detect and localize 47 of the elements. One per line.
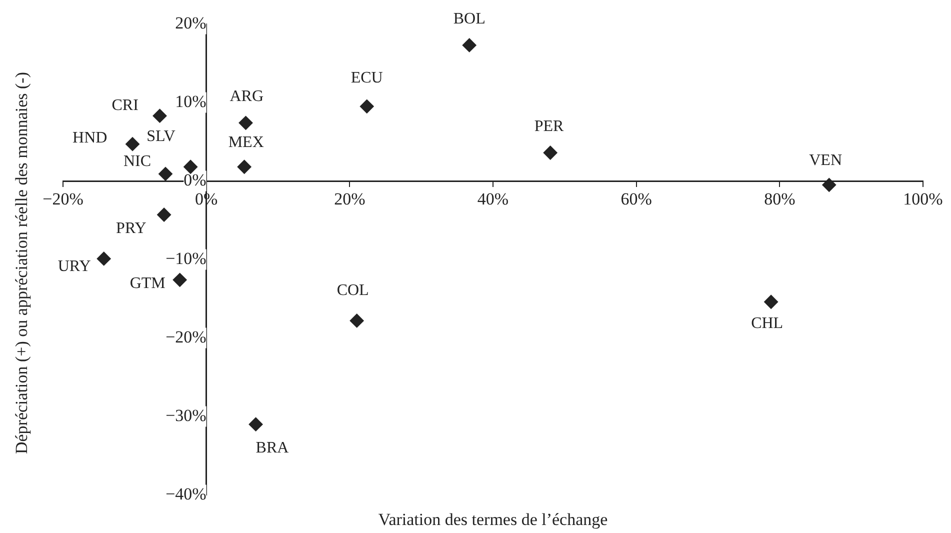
point <box>360 99 374 114</box>
y-tick-label: 10% <box>175 92 206 111</box>
y-tick-label: −30% <box>166 406 206 425</box>
point <box>248 417 263 432</box>
annotation: COL <box>336 282 369 299</box>
point <box>462 38 476 52</box>
annotation: GTM <box>130 275 166 292</box>
point <box>172 272 187 287</box>
y-tick-label: 0% <box>184 170 206 190</box>
annotation: ARG <box>230 88 264 106</box>
annotation: ECU <box>350 70 384 87</box>
point <box>126 137 140 152</box>
x-tick-label: 100% <box>903 190 943 209</box>
point <box>152 108 167 123</box>
point <box>184 160 198 174</box>
annotation: BOL <box>453 10 486 28</box>
annotation: PRY <box>116 220 147 237</box>
annotation: PER <box>534 118 564 135</box>
y-tick-label: −20% <box>166 327 206 346</box>
y-axis-title: Dépréciation (+) ou appréciation réelle des monnaies (-) <box>12 71 32 456</box>
x-axis-title: Variation des termes de l’échange <box>377 510 609 530</box>
point <box>157 208 172 222</box>
y-tick-label: −40% <box>166 484 206 504</box>
x-tick-label: 80% <box>764 190 796 209</box>
point <box>543 146 558 160</box>
point <box>158 166 172 181</box>
point <box>822 178 836 192</box>
annotation: URY <box>58 258 92 275</box>
x-tick-label: 40% <box>477 190 509 209</box>
annotation: SLV <box>146 128 176 146</box>
point <box>237 160 252 174</box>
point <box>238 116 253 130</box>
annotation: CHL <box>751 315 784 332</box>
x-tick-label: −20% <box>42 190 84 209</box>
annotation: MEX <box>228 134 264 152</box>
annotation: BRA <box>256 440 290 457</box>
point <box>764 294 778 309</box>
point <box>350 314 364 328</box>
point <box>96 252 111 266</box>
y-tick-label: 20% <box>175 13 206 32</box>
annotation: HND <box>72 129 108 146</box>
y-tick-label: −10% <box>166 248 206 268</box>
annotation: CRI <box>112 97 138 114</box>
x-tick-label: 60% <box>620 190 652 209</box>
x-tick-label: 20% <box>334 190 366 209</box>
annotation: NIC <box>123 153 152 170</box>
annotation: VEN <box>809 152 842 170</box>
